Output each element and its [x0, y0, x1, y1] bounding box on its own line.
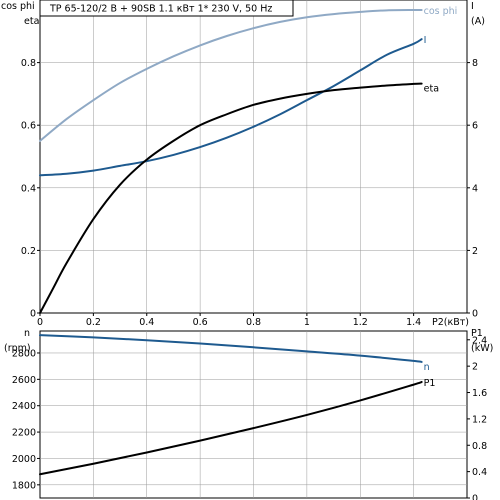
upper-left-tick-label: 0.2: [21, 246, 36, 257]
upper-ticks: 0 0.2 0.4 0.6 0.8 0 2 4 6 8 0 0.2 0.4 0.6 0.8 1 1.2 1.4: [21, 58, 478, 328]
upper-right-tick-label: 0: [472, 309, 478, 320]
lower-left-tick-label: 1800: [12, 480, 36, 491]
lower-left-axis-label-1: n: [24, 328, 30, 339]
upper-panel: 0 0.2 0.4 0.6 0.8 0 2 4 6 8 0 0.2 0.4 0.6 0.8 1 1.2 1.4 c…: [1, 0, 485, 328]
upper-left-tick-label: 0.4: [21, 183, 36, 194]
lower-right-axis-label-2: (kW): [471, 343, 493, 354]
upper-left-axis-label-1: cos phi: [1, 1, 35, 12]
upper-right-tick-label: 4: [472, 183, 478, 194]
lower-left-tick-label: 2400: [12, 401, 36, 412]
lower-left-axis-label-2: (rpm): [4, 343, 31, 354]
upper-right-tick-label: 2: [472, 246, 478, 257]
x-tick-label: 0.4: [139, 317, 154, 328]
x-tick-label: 0.2: [86, 317, 101, 328]
x-tick-label: 0: [37, 317, 43, 328]
x-tick-label: 1.4: [406, 317, 421, 328]
upper-right-axis-label-2: (A): [471, 16, 485, 27]
lower-right-tick-label: 2: [472, 362, 478, 373]
series-label-i: I: [424, 35, 427, 46]
lower-grid: [40, 331, 467, 498]
x-tick-label: 0.6: [193, 317, 208, 328]
lower-panel: 1800 2000 2200 2400 2600 2800 0 0.4 0.8 1.2 1.6 2 2.…: [4, 328, 493, 500]
upper-right-tick-label: 8: [472, 58, 478, 69]
lower-left-tick-label: 2600: [12, 375, 36, 386]
series-line-i: [39, 38, 423, 177]
series-label-eta: eta: [424, 84, 439, 95]
lower-left-tick-label: 2800: [12, 348, 36, 359]
series-label-n: n: [424, 362, 430, 373]
lower-right-tick-label: 0.8: [472, 441, 487, 452]
upper-x-axis-label: P2(кВт): [432, 317, 469, 328]
chart-title-box: [39, 0, 294, 17]
lower-left-tick-label: 2000: [12, 454, 36, 465]
upper-grid: [40, 0, 467, 313]
x-tick-label: 0.8: [246, 317, 261, 328]
upper-left-tick-label: 0.8: [21, 58, 36, 69]
series-line-cos-phi: [39, 8, 423, 142]
lower-series: n P1: [39, 334, 436, 476]
lower-left-tick-label: 2200: [12, 428, 36, 439]
series-line-n: [39, 334, 423, 363]
lower-right-tick-label: 0: [472, 494, 478, 500]
lower-right-tick-label: 2.4: [472, 335, 487, 346]
lower-right-tick-label: 0.4: [472, 467, 487, 478]
lower-right-tick-label: 1.6: [472, 388, 487, 399]
chart-title: TP 65-120/2 B + 90SB 1.1 кВт 1* 230 V, 5…: [49, 4, 272, 15]
upper-right-tick-label: 6: [472, 121, 478, 132]
upper-left-tick-label: 0: [30, 309, 36, 320]
series-label-cos-phi: cos phi: [424, 6, 458, 17]
upper-right-axis-label-1: I: [471, 1, 474, 12]
series-line-eta: [39, 82, 423, 314]
lower-right-axis-label-1: P1: [471, 328, 483, 339]
upper-left-tick-label: 0.6: [21, 121, 36, 132]
upper-left-axis-label-2: eta: [24, 16, 39, 27]
series-label-p1: P1: [424, 378, 436, 389]
x-tick-label: 1.2: [353, 317, 368, 328]
series-line-p1: [39, 380, 423, 476]
x-tick-label: 1: [304, 317, 310, 328]
lower-ticks: 1800 2000 2200 2400 2600 2800 0 0.4 0.8 1.2 1.6 2 2.…: [12, 335, 487, 500]
lower-right-tick-label: 1.2: [472, 414, 487, 425]
